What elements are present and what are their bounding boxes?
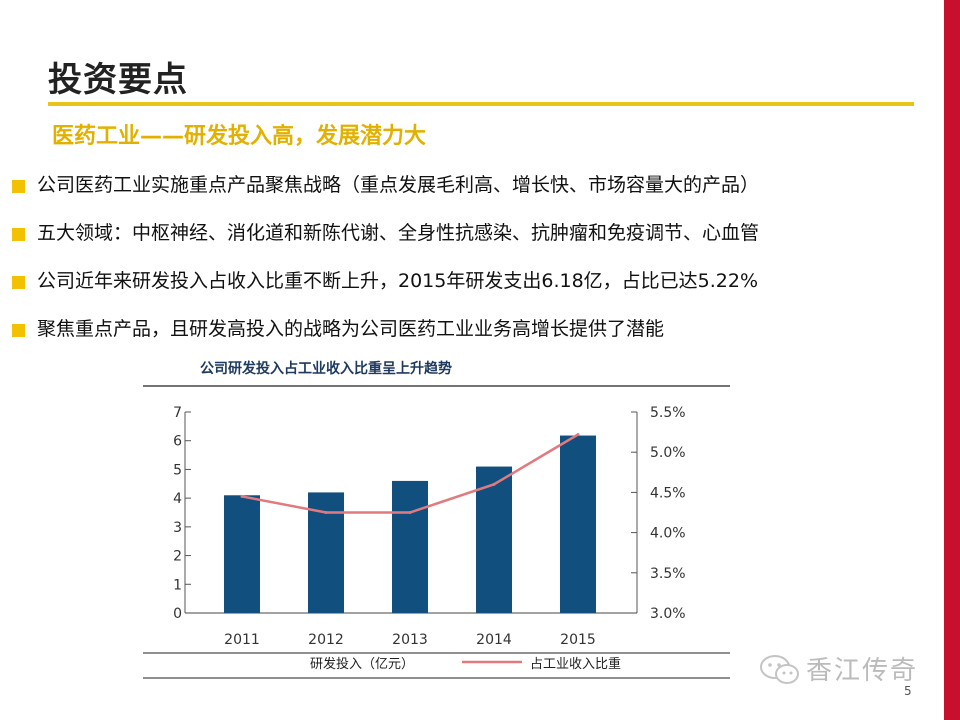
y-left-tick-label: 6 xyxy=(173,434,182,450)
bar-2011 xyxy=(224,495,260,613)
bar-2015 xyxy=(560,435,596,613)
bullet-text: 公司医药工业实施重点产品聚焦战略（重点发展毛利高、增长快、市场容量大的产品） xyxy=(37,174,760,196)
y-left-tick-label: 3 xyxy=(173,520,182,536)
bar-2014 xyxy=(476,466,512,613)
x-tick-label: 2011 xyxy=(224,632,260,648)
y-right-tick-label: 5.0% xyxy=(650,445,686,461)
bullet-text: 聚焦重点产品，且研发高投入的战略为公司医药工业业务高增长提供了潜能 xyxy=(37,318,665,340)
legend-line-label: 占工业收入比重 xyxy=(530,656,621,672)
bullet-square-icon xyxy=(12,180,25,193)
ratio-point-2013 xyxy=(408,511,412,514)
right-edge-bar xyxy=(944,0,960,720)
y-right-tick-label: 5.5% xyxy=(650,405,686,421)
bullet-text: 公司近年来研发投入占收入比重不断上升，2015年研发支出6.18亿，占比已达5.… xyxy=(37,270,759,292)
y-right-tick-label: 4.5% xyxy=(650,485,686,501)
bullet-list: 公司医药工业实施重点产品聚焦战略（重点发展毛利高、增长快、市场容量大的产品） 五… xyxy=(10,172,940,364)
legend-bar-label: 研发投入（亿元） xyxy=(310,656,414,672)
watermark-text: 香江传奇 xyxy=(806,656,919,686)
x-tick-label: 2014 xyxy=(476,632,512,648)
wechat-icon xyxy=(760,655,799,684)
section-subtitle: 医药工业——研发投入高，发展潜力大 xyxy=(52,124,427,149)
bullet-square-icon xyxy=(12,228,25,241)
y-right-tick-label: 3.5% xyxy=(650,566,686,582)
bullet-item: 五大领域：中枢神经、消化道和新陈代谢、全身性抗感染、抗肿瘤和免疫调节、心血管 xyxy=(10,220,940,268)
y-right-tick-label: 3.0% xyxy=(650,606,686,622)
ratio-point-2011 xyxy=(240,494,244,498)
x-tick-label: 2012 xyxy=(308,632,344,648)
page-title: 投资要点 xyxy=(48,60,188,100)
bullet-item: 公司近年来研发投入占收入比重不断上升，2015年研发支出6.18亿，占比已达5.… xyxy=(10,268,940,316)
ratio-point-2014 xyxy=(492,482,496,486)
y-left-tick-label: 7 xyxy=(173,405,182,421)
bullet-item: 聚焦重点产品，且研发高投入的战略为公司医药工业业务高增长提供了潜能 xyxy=(10,316,940,364)
y-left-tick-label: 4 xyxy=(173,491,182,507)
bullet-square-icon xyxy=(12,276,25,289)
bullet-text: 五大领域：中枢神经、消化道和新陈代谢、全身性抗感染、抗肿瘤和免疫调节、心血管 xyxy=(37,222,760,244)
ratio-point-2012 xyxy=(324,511,328,514)
bullet-item: 公司医药工业实施重点产品聚焦战略（重点发展毛利高、增长快、市场容量大的产品） xyxy=(10,172,940,220)
title-underline xyxy=(48,102,914,106)
y-left-tick-label: 1 xyxy=(173,577,182,593)
y-right-tick-label: 4.0% xyxy=(650,526,686,542)
ratio-point-2015 xyxy=(576,433,580,437)
slide-number: 5 xyxy=(904,684,912,698)
x-tick-label: 2015 xyxy=(560,632,596,648)
x-tick-label: 2013 xyxy=(392,632,428,648)
y-left-tick-label: 2 xyxy=(173,549,182,565)
bullet-square-icon xyxy=(12,324,25,337)
y-left-tick-label: 5 xyxy=(173,462,182,478)
bar-2013 xyxy=(392,480,428,613)
y-left-tick-label: 0 xyxy=(173,606,182,622)
rd-investment-chart: 0 1 2 3 4 5 6 7 3.0% 3.5% 4.0% 4.5% 5.0% 5.5% 2011 2012… xyxy=(143,385,730,679)
chart-title: 公司研发投入占工业收入比重呈上升趋势 xyxy=(200,361,452,377)
